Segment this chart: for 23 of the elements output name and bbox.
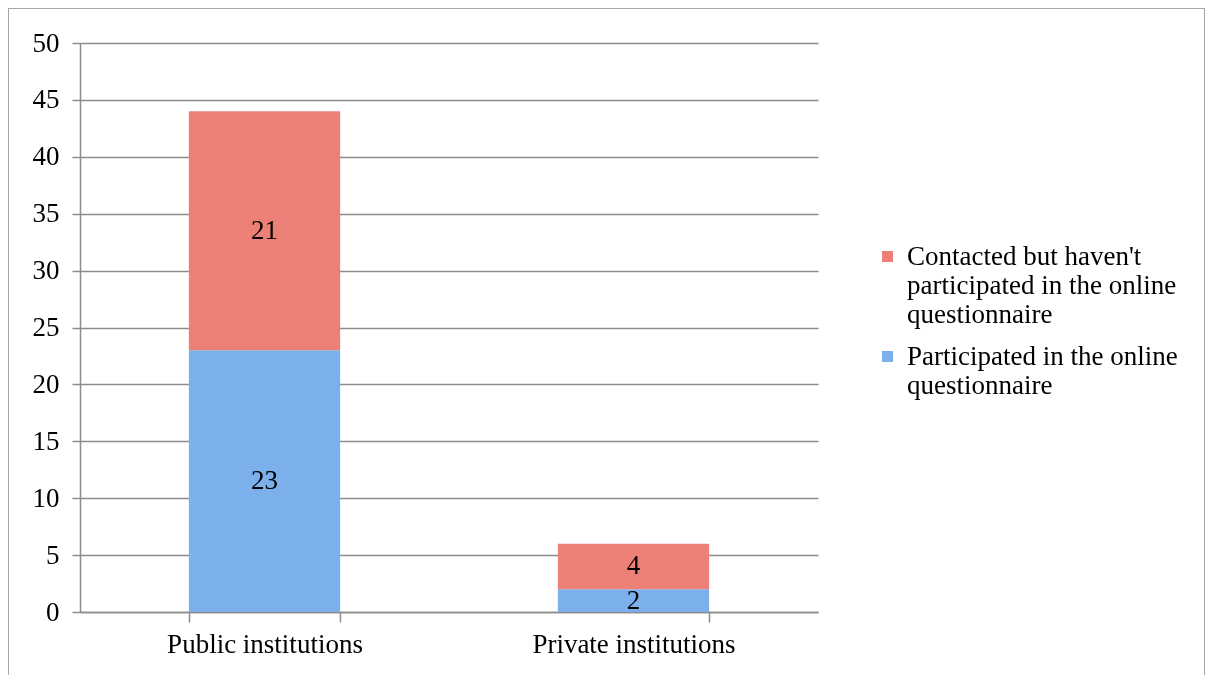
- legend-label: Participated in the online questionnaire: [907, 340, 1178, 400]
- y-tick-label: 15: [32, 425, 60, 456]
- y-tick-label: 50: [32, 27, 60, 58]
- data-label: 2: [626, 584, 641, 615]
- bar: [188, 350, 341, 612]
- x-tick-label: Public institutions: [167, 628, 363, 659]
- y-tick-label: 45: [32, 84, 60, 115]
- y-tick-label: 0: [46, 596, 60, 627]
- y-tick-label: 30: [32, 255, 60, 286]
- y-tick-label: 20: [32, 368, 60, 399]
- bar: [188, 111, 341, 351]
- y-tick-label: 25: [32, 312, 60, 342]
- data-label: 4: [626, 550, 641, 581]
- bar: [557, 543, 710, 590]
- data-label: 23: [251, 465, 278, 496]
- data-label: 21: [251, 214, 278, 245]
- y-tick-label: 40: [32, 141, 60, 172]
- legend-label: Contacted but haven't participated in the online questionnaire: [907, 240, 1177, 329]
- x-tick-label: Private institutions: [532, 628, 736, 659]
- y-tick-label: 35: [32, 198, 60, 229]
- y-tick-label: 10: [32, 482, 60, 513]
- bar: [557, 589, 710, 612]
- y-tick-label: 5: [46, 539, 60, 570]
